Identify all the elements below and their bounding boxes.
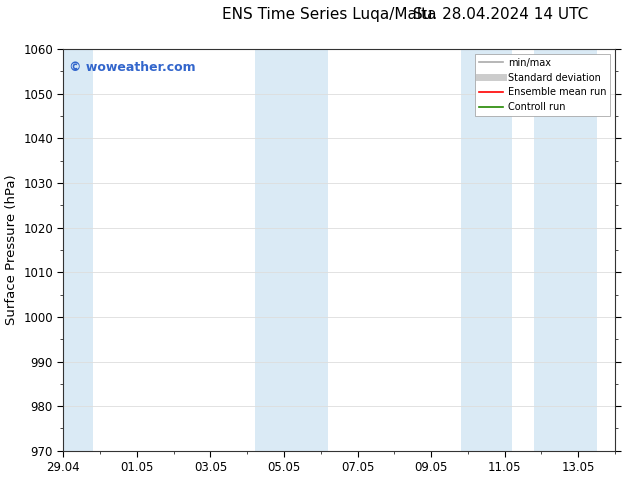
Text: © woweather.com: © woweather.com <box>69 61 195 74</box>
Bar <box>460 49 512 451</box>
Y-axis label: Surface Pressure (hPa): Surface Pressure (hPa) <box>4 174 18 325</box>
Bar <box>534 49 597 451</box>
Legend: min/max, Standard deviation, Ensemble mean run, Controll run: min/max, Standard deviation, Ensemble me… <box>475 54 610 116</box>
Bar <box>255 49 328 451</box>
Text: Su. 28.04.2024 14 UTC: Su. 28.04.2024 14 UTC <box>413 7 588 23</box>
Text: ENS Time Series Luqa/Malta: ENS Time Series Luqa/Malta <box>223 7 437 23</box>
Bar <box>63 49 93 451</box>
